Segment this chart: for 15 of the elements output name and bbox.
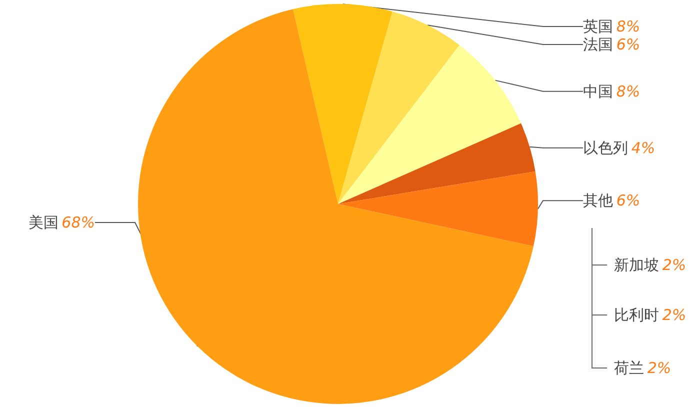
data-label: 68% (62, 214, 95, 232)
slice-label: 其他 (583, 192, 613, 210)
text: 比利时 2% (614, 306, 686, 324)
slice-label: 中国 (583, 82, 613, 100)
data-label: 8% (616, 82, 640, 100)
slice-label: 英国 (583, 18, 613, 36)
text: 荷兰 2% (614, 359, 672, 377)
data-label: 6% (616, 192, 640, 210)
slice-label: 美国 (28, 214, 58, 232)
text: 新加坡 2% (614, 256, 686, 274)
data-label: 6% (616, 35, 640, 54)
data-label: 4% (631, 138, 656, 157)
data-label: 8% (616, 18, 640, 36)
slice-label: 法国 (583, 35, 613, 54)
slice-label: 以色列 (583, 138, 628, 157)
